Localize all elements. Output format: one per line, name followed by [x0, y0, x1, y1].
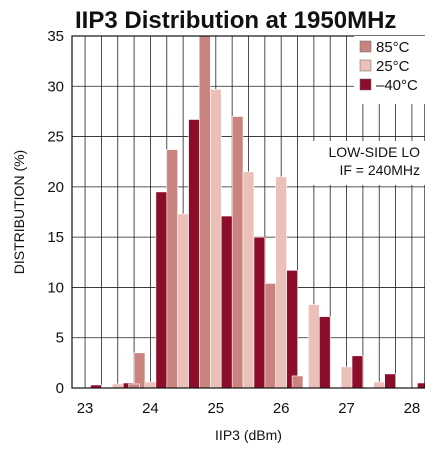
bar: [319, 316, 331, 389]
legend-swatch: [359, 59, 372, 72]
legend-label: 25°C: [376, 58, 410, 75]
bar: [373, 381, 385, 389]
bar: [286, 270, 298, 389]
bar: [242, 171, 255, 389]
legend[interactable]: 85°C 25°C –40°C: [354, 36, 425, 104]
legend-label: –40°C: [376, 77, 418, 94]
annotation-line: IF = 240MHz: [339, 162, 420, 178]
annotation-line: LOW-SIDE LO: [328, 144, 420, 160]
x-tick-label: 23: [77, 400, 94, 417]
bar: [253, 236, 266, 389]
bar: [220, 215, 233, 389]
y-tick-label: 0: [56, 380, 64, 397]
bar: [177, 213, 189, 389]
bar: [351, 355, 364, 389]
y-tick-label: 30: [47, 78, 64, 95]
bar: [166, 149, 178, 389]
x-tick-label: 28: [404, 400, 421, 417]
x-tick-label: 24: [142, 400, 159, 417]
x-tick-label: 26: [273, 400, 290, 417]
y-tick-label: 10: [47, 279, 64, 296]
bar: [264, 283, 277, 389]
x-tick-label: 27: [338, 400, 355, 417]
legend-swatch: [359, 40, 372, 53]
bars: [90, 35, 425, 389]
bar: [291, 375, 304, 389]
plot-frame: [71, 35, 425, 389]
x-axis-label: IIP3 (dBm): [215, 427, 282, 443]
legend-label: 85°C: [376, 39, 410, 56]
bar: [210, 89, 222, 389]
y-tick-label: 35: [47, 28, 64, 45]
legend-swatch: [359, 78, 372, 91]
y-tick-label: 15: [47, 229, 64, 246]
bar: [275, 176, 287, 389]
bar: [144, 381, 157, 389]
bar: [133, 352, 146, 389]
y-tick-label: 20: [47, 179, 64, 196]
bar: [384, 373, 396, 389]
bar: [188, 119, 200, 389]
bar: [340, 366, 353, 389]
bar: [112, 383, 124, 389]
ticks: 0 5 10 15 20 25 30 35 23 24 25 26 27 28: [47, 28, 420, 417]
chart-title: IIP3 Distribution at 1950MHz: [75, 7, 396, 34]
y-tick-label: 25: [47, 129, 64, 146]
annotation-background: [298, 141, 425, 185]
bar: [417, 382, 425, 389]
y-axis-label: DISTRIBUTION (%): [11, 150, 27, 274]
x-tick-label: 25: [207, 400, 224, 417]
bar: [308, 304, 320, 389]
y-tick-label: 5: [56, 330, 64, 347]
annotation: LOW-SIDE LO IF = 240MHz: [298, 141, 425, 185]
bar: [128, 383, 140, 389]
bar: [231, 116, 244, 389]
bar: [155, 191, 168, 389]
bar: [199, 35, 211, 389]
